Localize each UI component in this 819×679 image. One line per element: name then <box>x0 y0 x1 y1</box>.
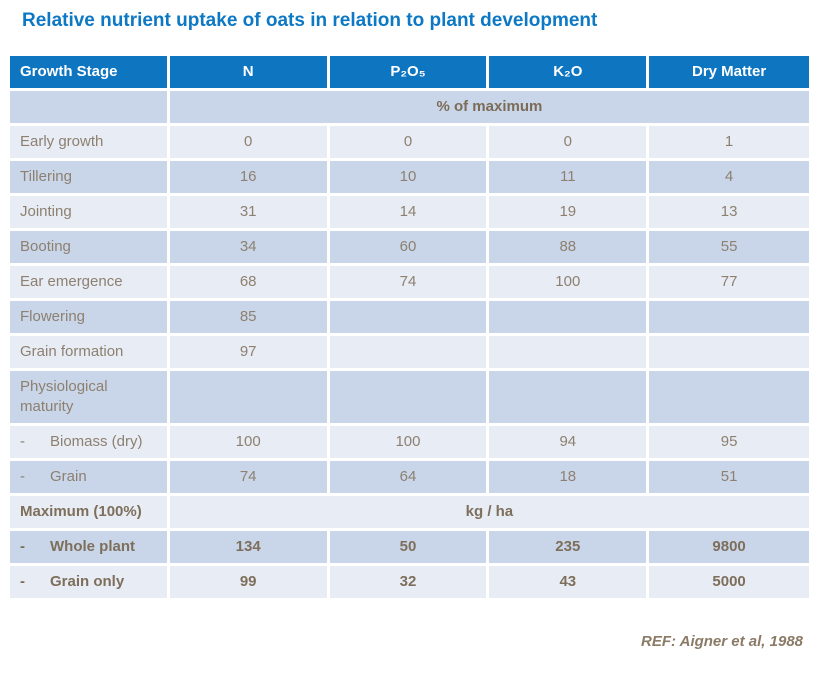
value-cell: 74 <box>169 461 330 496</box>
page-title: Relative nutrient uptake of oats in rela… <box>22 10 598 31</box>
row-label: - Grain <box>10 461 170 496</box>
row-label: Booting <box>10 231 170 266</box>
value-cell <box>169 371 330 426</box>
row-label: - Biomass (dry) <box>10 426 170 461</box>
unit-label-percent-of-maximum: % of maximum <box>169 91 809 126</box>
value-cell: 34 <box>169 231 330 266</box>
maximum-section-header-row: Maximum (100%) kg / ha <box>10 496 809 531</box>
row-label: Flowering <box>10 301 170 336</box>
value-cell: 235 <box>489 531 650 566</box>
column-header-dry-matter: Dry Matter <box>649 56 809 91</box>
value-cell: 4 <box>649 161 809 196</box>
value-cell: 100 <box>489 266 650 301</box>
value-cell: 1 <box>649 126 809 161</box>
row-label: Ear emergence <box>10 266 170 301</box>
value-cell: 55 <box>649 231 809 266</box>
table-row-flowering: Flowering 85 <box>10 301 809 336</box>
value-cell: 5000 <box>649 566 809 601</box>
dash-bullet: - <box>20 538 25 555</box>
value-cell: 0 <box>329 126 490 161</box>
slide-page: Relative nutrient uptake of oats in rela… <box>10 10 809 650</box>
row-label: Early growth <box>10 126 170 161</box>
value-cell <box>649 336 809 371</box>
value-cell: 95 <box>649 426 809 461</box>
value-cell <box>329 336 490 371</box>
value-cell <box>489 336 650 371</box>
table-row-biomass-dry: - Biomass (dry) 100 100 94 95 <box>10 426 809 461</box>
table-header-row: Growth Stage N P₂O₅ K₂O Dry Matter <box>10 56 809 91</box>
unit-label-kg-ha: kg / ha <box>169 496 809 531</box>
value-cell: 64 <box>329 461 490 496</box>
dash-bullet: - <box>20 433 25 450</box>
value-cell: 10 <box>329 161 490 196</box>
value-cell: 85 <box>169 301 330 336</box>
value-cell <box>329 371 490 426</box>
reference-citation: REF: Aigner et al, 1988 <box>641 633 803 650</box>
column-header-n: N <box>169 56 330 91</box>
table-row-ear-emergence: Ear emergence 68 74 100 77 <box>10 266 809 301</box>
value-cell: 43 <box>489 566 650 601</box>
value-cell <box>649 371 809 426</box>
value-cell: 94 <box>489 426 650 461</box>
value-cell: 14 <box>329 196 490 231</box>
value-cell <box>329 301 490 336</box>
table-row-whole-plant: - Whole plant 134 50 235 9800 <box>10 531 809 566</box>
value-cell: 134 <box>169 531 330 566</box>
value-cell: 0 <box>169 126 330 161</box>
value-cell: 60 <box>329 231 490 266</box>
value-cell <box>489 371 650 426</box>
value-cell: 88 <box>489 231 650 266</box>
row-label: Grain formation <box>10 336 170 371</box>
nutrient-uptake-table: Growth Stage N P₂O₅ K₂O Dry Matter % of … <box>10 56 809 601</box>
table-row-jointing: Jointing 31 14 19 13 <box>10 196 809 231</box>
row-label: - Whole plant <box>10 531 170 566</box>
value-cell: 68 <box>169 266 330 301</box>
dash-bullet: - <box>20 468 25 485</box>
empty-cell <box>10 91 170 126</box>
value-cell: 32 <box>329 566 490 601</box>
unit-row-percent-of-maximum: % of maximum <box>10 91 809 126</box>
table-row-grain-only: - Grain only 99 32 43 5000 <box>10 566 809 601</box>
value-cell: 18 <box>489 461 650 496</box>
table-row-early-growth: Early growth 0 0 0 1 <box>10 126 809 161</box>
value-cell: 19 <box>489 196 650 231</box>
value-cell: 100 <box>329 426 490 461</box>
row-label: Tillering <box>10 161 170 196</box>
value-cell: 11 <box>489 161 650 196</box>
row-label-text: Biomass (dry) <box>50 433 143 450</box>
value-cell: 99 <box>169 566 330 601</box>
value-cell: 9800 <box>649 531 809 566</box>
table-row-booting: Booting 34 60 88 55 <box>10 231 809 266</box>
value-cell: 51 <box>649 461 809 496</box>
row-label-text: Grain only <box>50 573 125 590</box>
table-row-physiological-maturity: Physiological maturity <box>10 371 809 426</box>
value-cell: 13 <box>649 196 809 231</box>
row-label-text: Whole plant <box>50 538 135 555</box>
value-cell: 16 <box>169 161 330 196</box>
row-label: Physiological maturity <box>10 371 170 426</box>
table-row-tillering: Tillering 16 10 11 4 <box>10 161 809 196</box>
value-cell: 31 <box>169 196 330 231</box>
value-cell: 77 <box>649 266 809 301</box>
value-cell: 100 <box>169 426 330 461</box>
value-cell <box>489 301 650 336</box>
column-header-growth-stage: Growth Stage <box>10 56 170 91</box>
value-cell: 74 <box>329 266 490 301</box>
value-cell: 97 <box>169 336 330 371</box>
value-cell: 0 <box>489 126 650 161</box>
value-cell <box>649 301 809 336</box>
row-label-text: Grain <box>50 468 87 485</box>
table-row-grain: - Grain 74 64 18 51 <box>10 461 809 496</box>
row-label: Jointing <box>10 196 170 231</box>
maximum-label: Maximum (100%) <box>10 496 170 531</box>
table-row-grain-formation: Grain formation 97 <box>10 336 809 371</box>
row-label: - Grain only <box>10 566 170 601</box>
dash-bullet: - <box>20 573 25 590</box>
column-header-k2o: K₂O <box>489 56 650 91</box>
column-header-p2o5: P₂O₅ <box>329 56 490 91</box>
value-cell: 50 <box>329 531 490 566</box>
